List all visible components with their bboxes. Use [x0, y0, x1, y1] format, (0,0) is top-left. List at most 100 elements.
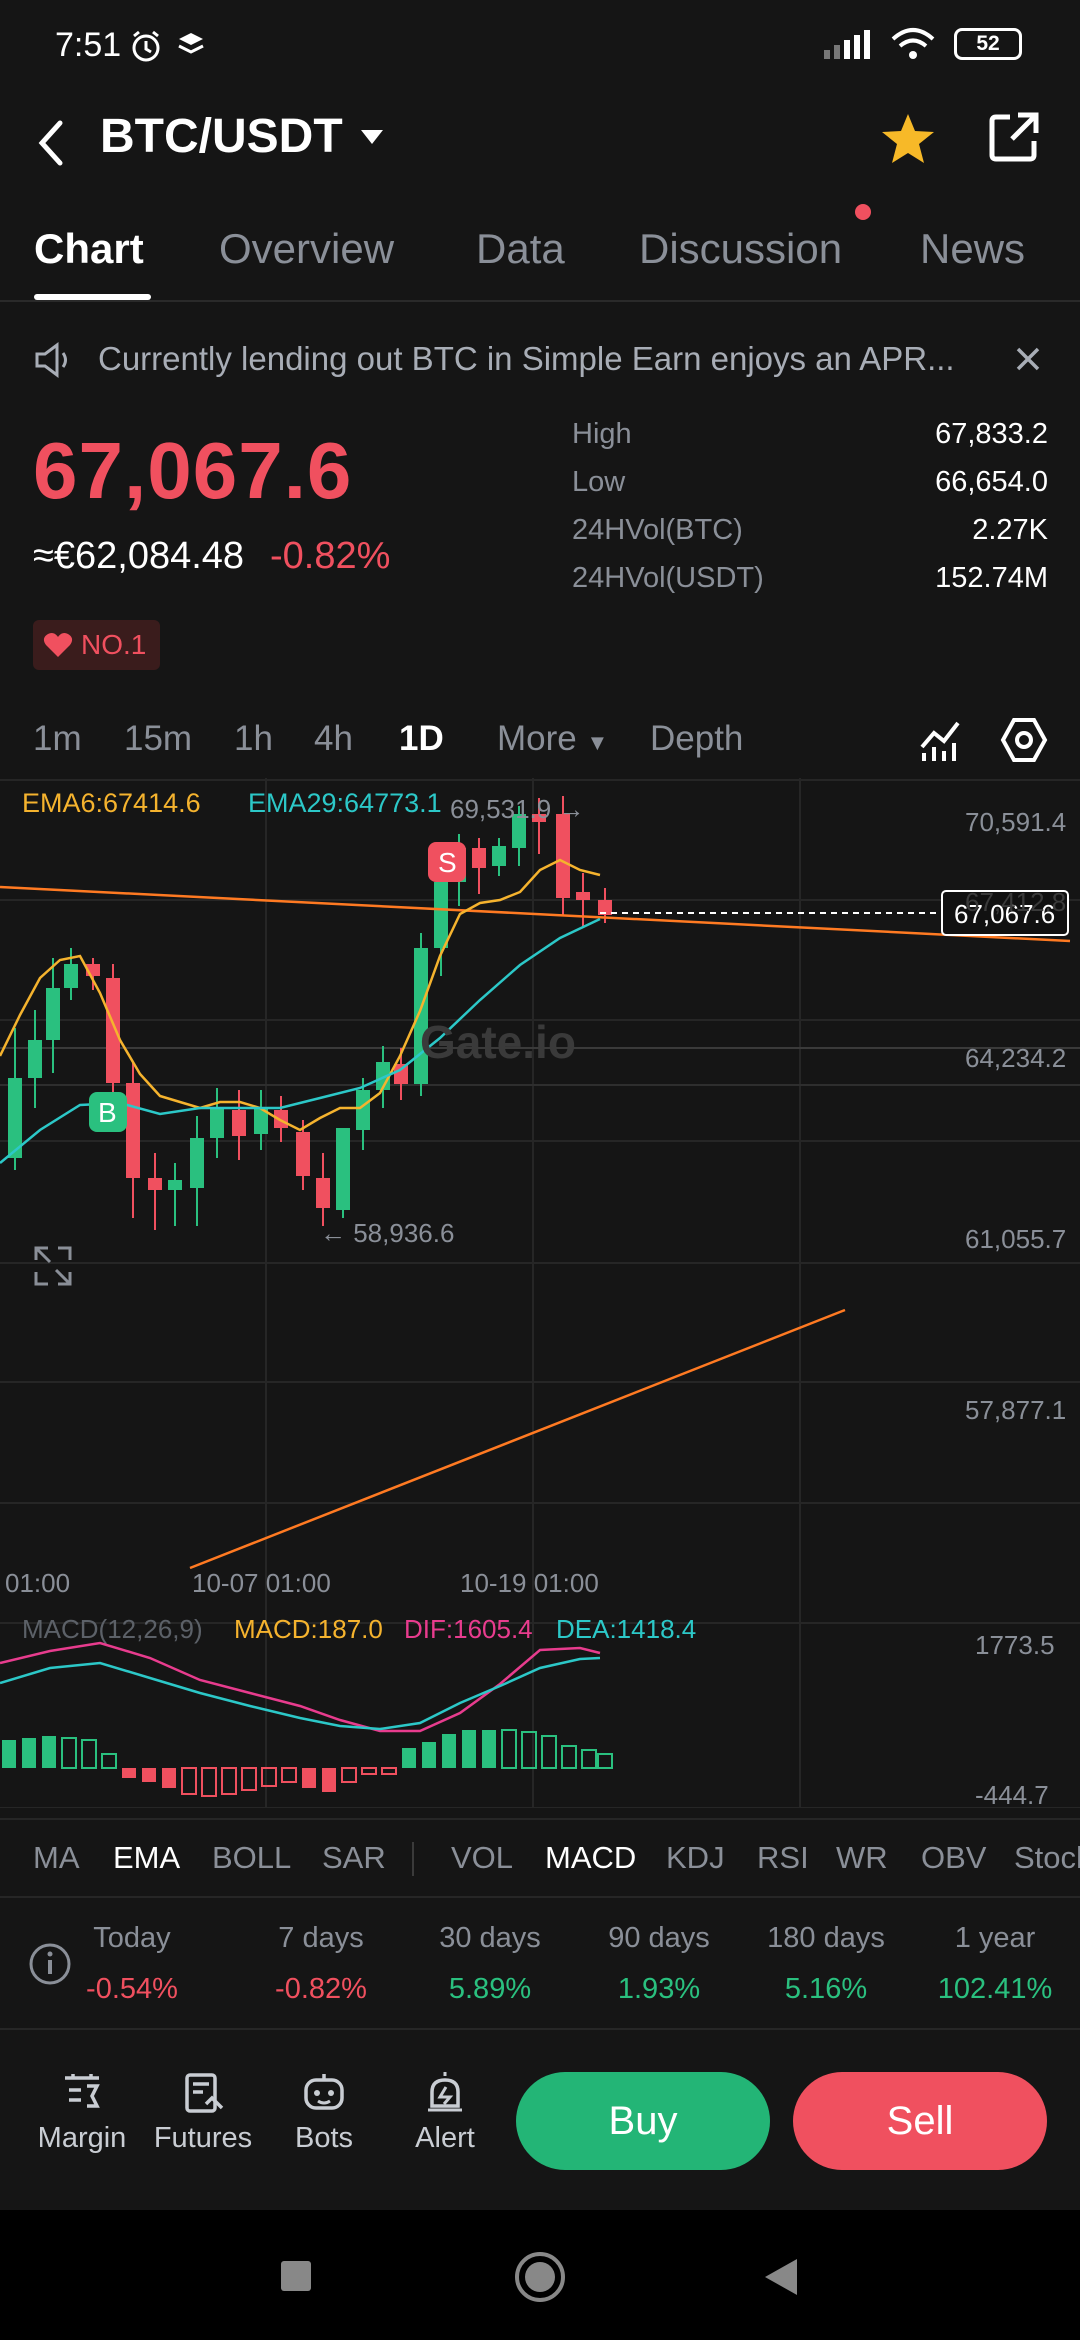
indicator-kdj[interactable]: KDJ	[666, 1840, 725, 1875]
timeframe-1h[interactable]: 1h	[234, 719, 273, 758]
timeframe-1d[interactable]: 1D	[399, 719, 444, 758]
macd-bar	[561, 1745, 577, 1769]
perf-label: 30 days	[439, 1922, 541, 1954]
tab-discussion[interactable]: Discussion	[639, 225, 843, 272]
margin-button[interactable]: Margin	[27, 2070, 137, 2155]
expand-icon[interactable]	[34, 1246, 72, 1286]
macd-bar	[261, 1767, 277, 1787]
stat-vol-usdt: 24HVol(USDT) 152.74M	[572, 562, 1048, 610]
timeframe-more[interactable]: More ▼	[497, 719, 608, 759]
back-arrow-icon[interactable]	[32, 113, 68, 173]
x-tick: 10-07 01:00	[192, 1568, 331, 1598]
stat-label: Low	[572, 466, 626, 498]
indicator-chart-icon[interactable]	[918, 717, 962, 763]
price-chart[interactable]: 69,531.9 → ← 58,936.6 Gate.io S B 67,067…	[0, 778, 1080, 1808]
signal-icon	[824, 30, 870, 59]
pair-selector[interactable]: BTC/USDT	[100, 109, 385, 164]
indicator-ma[interactable]: MA	[33, 1840, 80, 1875]
share-icon[interactable]	[986, 109, 1042, 165]
candle	[168, 1180, 182, 1190]
tab-chart[interactable]: Chart	[34, 225, 144, 272]
timeframe-15m[interactable]: 15m	[124, 719, 193, 758]
bots-button[interactable]: Bots	[269, 2070, 379, 2155]
dea-value: DEA:1418.4	[556, 1614, 696, 1644]
ema6-line	[0, 858, 601, 1132]
candle	[532, 814, 546, 822]
indicator-obv[interactable]: OBV	[921, 1840, 987, 1875]
status-right-icons: 52	[822, 27, 1022, 61]
indicator-stoch[interactable]: Stoch	[1014, 1840, 1080, 1875]
macd-y-tick: 1773.5	[975, 1630, 1055, 1660]
futures-icon	[185, 2073, 224, 2113]
candle	[394, 1064, 408, 1084]
settings-hex-icon[interactable]	[1000, 717, 1048, 763]
battery-icon: 52	[954, 28, 1022, 60]
macd-bar	[581, 1749, 597, 1769]
macd-bar	[501, 1729, 517, 1769]
status-time: 7:51	[55, 26, 122, 64]
indicator-rsi[interactable]: RSI	[757, 1840, 809, 1875]
candle	[316, 1178, 330, 1208]
announcement-bar[interactable]: Currently lending out BTC in Simple Earn…	[0, 330, 1080, 390]
wifi-icon	[891, 28, 935, 59]
notification-dot	[855, 204, 871, 220]
stat-value: 67,833.2	[935, 418, 1048, 450]
candle	[296, 1132, 310, 1176]
candle	[46, 988, 60, 1040]
depth-toggle[interactable]: Depth	[650, 719, 744, 758]
timeframe-4h[interactable]: 4h	[314, 719, 353, 758]
rank-badge[interactable]: NO.1	[33, 620, 160, 670]
resistance-trendline	[0, 885, 1071, 943]
close-icon[interactable]	[1013, 344, 1043, 374]
perf-label: 90 days	[608, 1922, 710, 1954]
candle	[434, 882, 448, 948]
perf-180d: 180 days 5.16%	[746, 1922, 906, 2006]
alarm-icon	[132, 30, 160, 62]
high-marker: 69,531.9 →	[450, 794, 584, 824]
indicator-boll[interactable]: BOLL	[212, 1840, 292, 1875]
info-icon[interactable]	[28, 1942, 72, 1986]
tab-overview[interactable]: Overview	[219, 225, 395, 272]
candle	[598, 900, 612, 915]
perf-label: Today	[93, 1922, 171, 1954]
candlestick-chart[interactable]: 69,531.9 → ← 58,936.6 Gate.io S B 67,067…	[0, 778, 1080, 1808]
indicator-sar[interactable]: SAR	[322, 1840, 386, 1875]
home-icon[interactable]	[513, 2250, 567, 2304]
macd-bar	[2, 1740, 16, 1768]
indicator-vol[interactable]: VOL	[451, 1840, 514, 1875]
x-tick: 10-19 01:00	[460, 1568, 599, 1598]
stat-value: 66,654.0	[935, 466, 1048, 498]
y-axis-labels: 70,591.4 67,412.8 64,234.2 61,055.7 57,8…	[965, 807, 1066, 1425]
alert-button[interactable]: Alert	[390, 2070, 500, 2155]
timeframe-1m[interactable]: 1m	[33, 719, 82, 758]
announcement-text: Currently lending out BTC in Simple Earn…	[98, 340, 955, 377]
sell-signal[interactable]: S	[428, 842, 466, 882]
candle	[472, 848, 486, 868]
dif-line	[0, 1641, 601, 1733]
perf-value: 1.93%	[617, 1973, 701, 2005]
futures-button[interactable]: Futures	[148, 2070, 258, 2155]
macd-bar	[541, 1735, 557, 1769]
sell-button[interactable]: Sell	[793, 2072, 1047, 2170]
margin-icon	[65, 2074, 100, 2108]
candle	[232, 1110, 246, 1136]
star-favorite-icon[interactable]	[878, 109, 938, 169]
back-nav-icon[interactable]	[763, 2257, 799, 2297]
dif-value: DIF:1605.4	[404, 1614, 533, 1644]
tab-news[interactable]: News	[920, 225, 1026, 272]
perf-label: 180 days	[767, 1922, 885, 1954]
macd-bar	[361, 1767, 377, 1775]
buy-button[interactable]: Buy	[516, 2072, 770, 2170]
perf-7d: 7 days -0.82%	[241, 1922, 401, 2006]
candle	[336, 1128, 350, 1210]
tab-data[interactable]: Data	[476, 225, 565, 272]
candle	[190, 1138, 204, 1188]
indicator-macd[interactable]: MACD	[545, 1840, 637, 1875]
candle	[576, 892, 590, 900]
candle	[64, 964, 78, 988]
indicator-ema[interactable]: EMA	[113, 1840, 181, 1875]
buy-signal[interactable]: B	[89, 1092, 127, 1132]
recents-icon[interactable]	[279, 2259, 313, 2293]
indicator-wr[interactable]: WR	[836, 1840, 888, 1875]
ema29-label: EMA29:64773.1	[248, 788, 442, 818]
